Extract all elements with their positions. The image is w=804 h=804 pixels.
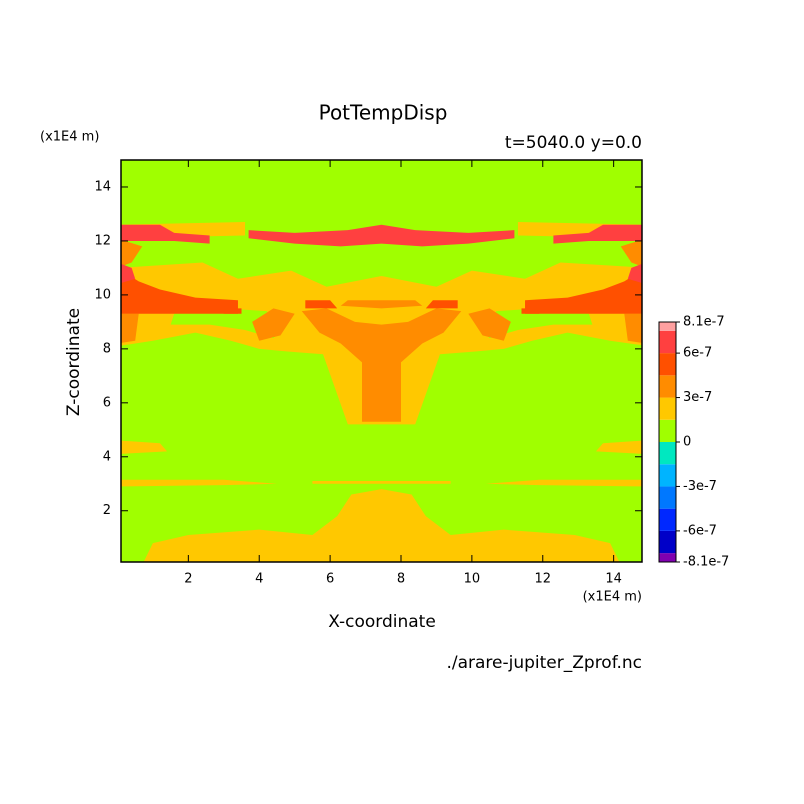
colorbar-band <box>659 553 676 562</box>
colorbar-band <box>659 330 676 354</box>
colorbar-band <box>659 486 676 509</box>
contour-region <box>425 300 458 309</box>
y-tick-label: 4 <box>103 449 111 464</box>
contour-region <box>121 313 139 343</box>
y-axis-label: Z-coordinate <box>64 308 84 416</box>
plot-frame <box>120 159 643 563</box>
contour-region <box>248 224 515 247</box>
contour-region <box>121 270 238 314</box>
x-tick-label: 12 <box>534 572 551 587</box>
colorbar-band <box>659 419 676 442</box>
colorbar-tick-label: -8.1e-7 <box>683 555 729 570</box>
colorbar-tick-label: -6e-7 <box>683 523 717 538</box>
y-unit: (x1E4 m) <box>40 130 99 145</box>
y-tick-label: 10 <box>94 287 111 302</box>
contour-region <box>121 240 143 267</box>
contour-region <box>525 270 642 314</box>
y-tick-label: 8 <box>103 341 111 356</box>
x-tick-label: 8 <box>397 572 405 587</box>
colorbar-tick-label: 8.1e-7 <box>683 315 725 330</box>
contour-region <box>627 263 642 284</box>
colorbar-tick-label: 6e-7 <box>683 346 712 361</box>
contour-region <box>121 479 277 487</box>
colorbar-tick-label: 3e-7 <box>683 390 712 405</box>
colorbar: 8.1e-7 6e-7 3e-7 0 -3e-7 -6e-7 -8.1e-7 <box>658 315 729 570</box>
contour-region <box>305 300 338 309</box>
x-tick-label: 10 <box>464 572 481 587</box>
contour-region <box>340 300 423 309</box>
contour-region <box>121 263 136 284</box>
contour-region <box>121 224 210 244</box>
x-axis-label: X-coordinate <box>328 612 436 632</box>
colorbar-tick-label: -3e-7 <box>683 479 717 494</box>
contour-region <box>624 313 642 343</box>
contour-region <box>301 308 462 422</box>
contour-region <box>312 481 451 484</box>
axes: 2 4 6 8 10 12 14 2 4 6 8 10 12 14 <box>94 159 643 587</box>
x-tick-label: 14 <box>605 572 622 587</box>
subtitle: t=5040.0 y=0.0 <box>505 133 642 153</box>
contour-region <box>121 440 168 454</box>
chart-title: PotTempDisp <box>319 101 448 125</box>
contour-region <box>252 308 295 341</box>
y-tick-label: 2 <box>103 503 111 518</box>
y-tick-label: 6 <box>103 395 111 410</box>
contour-region <box>223 308 242 314</box>
x-tick-label: 6 <box>326 572 334 587</box>
contour-region <box>620 240 642 267</box>
contour-field <box>121 160 642 562</box>
contour-region <box>333 436 430 445</box>
colorbar-band <box>659 375 676 398</box>
contour-region <box>143 489 620 562</box>
contour-region <box>486 479 642 487</box>
source-file: ./arare-jupiter_Zprof.nc <box>446 653 642 673</box>
colorbar-band <box>659 508 676 531</box>
colorbar-band <box>659 442 676 465</box>
colorbar-band <box>659 464 676 487</box>
x-tick-label: 4 <box>255 572 263 587</box>
contour-region <box>553 224 642 244</box>
contour-region <box>521 308 540 314</box>
colorbar-band <box>659 353 676 376</box>
colorbar-band <box>659 397 676 420</box>
x-unit: (x1E4 m) <box>583 590 642 605</box>
colorbar-tick-label: 0 <box>683 435 691 450</box>
colorbar-band <box>659 322 676 331</box>
y-tick-label: 14 <box>94 179 111 194</box>
contour-region <box>595 440 642 454</box>
x-tick-label: 2 <box>184 572 192 587</box>
contour-region <box>468 308 511 341</box>
colorbar-band <box>659 530 676 554</box>
y-tick-label: 12 <box>94 233 111 248</box>
contour-layer <box>121 160 642 562</box>
